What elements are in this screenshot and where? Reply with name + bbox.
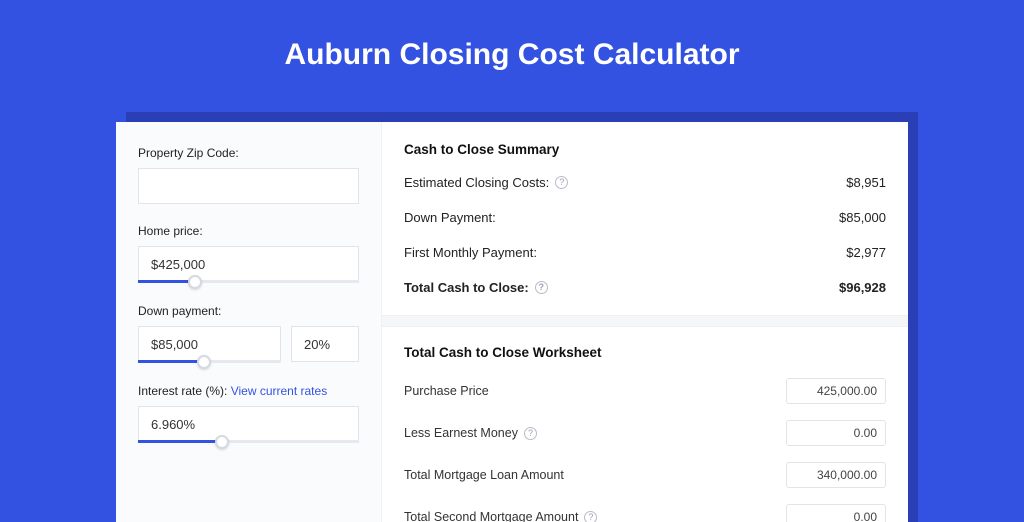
summary-value: $2,977 (846, 245, 886, 260)
home-price-input[interactable] (138, 246, 359, 282)
summary-row-closing-costs: Estimated Closing Costs: ? $8,951 (404, 175, 886, 190)
summary-row-down-payment: Down Payment: $85,000 (404, 210, 886, 225)
down-payment-slider-thumb[interactable] (197, 355, 211, 369)
summary-heading: Cash to Close Summary (404, 142, 886, 157)
interest-rate-slider-thumb[interactable] (215, 435, 229, 449)
worksheet-row-second-mortgage: Total Second Mortgage Amount ? (404, 504, 886, 522)
down-payment-slider-fill (138, 360, 204, 363)
results-panel: Cash to Close Summary Estimated Closing … (382, 122, 908, 522)
inputs-sidebar: Property Zip Code: Home price: Down paym… (116, 122, 382, 522)
interest-rate-slider-fill (138, 440, 222, 443)
worksheet-input-earnest-money[interactable] (786, 420, 886, 446)
interest-rate-label-text: Interest rate (%): (138, 384, 231, 398)
down-payment-label: Down payment: (138, 304, 359, 318)
summary-row-total-cash: Total Cash to Close: ? $96,928 (404, 280, 886, 295)
worksheet-row-earnest-money: Less Earnest Money ? (404, 420, 886, 446)
zip-input[interactable] (138, 168, 359, 204)
summary-value: $96,928 (839, 280, 886, 295)
worksheet-row-purchase-price: Purchase Price (404, 378, 886, 404)
summary-row-first-payment: First Monthly Payment: $2,977 (404, 245, 886, 260)
interest-rate-label: Interest rate (%): View current rates (138, 384, 359, 398)
summary-label: Down Payment: (404, 210, 496, 225)
view-rates-link[interactable]: View current rates (231, 384, 328, 398)
worksheet-input-second-mortgage[interactable] (786, 504, 886, 522)
worksheet-heading: Total Cash to Close Worksheet (404, 345, 886, 360)
help-icon[interactable]: ? (584, 511, 597, 522)
help-icon[interactable]: ? (535, 281, 548, 294)
summary-value: $85,000 (839, 210, 886, 225)
worksheet-label: Purchase Price (404, 384, 489, 398)
down-payment-pct-input[interactable] (291, 326, 359, 362)
worksheet-row-loan-amount: Total Mortgage Loan Amount (404, 462, 886, 488)
home-price-label: Home price: (138, 224, 359, 238)
worksheet-label: Less Earnest Money (404, 426, 518, 440)
home-price-slider-fill (138, 280, 195, 283)
worksheet-input-loan-amount[interactable] (786, 462, 886, 488)
calculator-card: Property Zip Code: Home price: Down paym… (116, 122, 908, 522)
summary-value: $8,951 (846, 175, 886, 190)
help-icon[interactable]: ? (555, 176, 568, 189)
summary-label: Estimated Closing Costs: (404, 175, 549, 190)
summary-label: First Monthly Payment: (404, 245, 537, 260)
worksheet-label: Total Mortgage Loan Amount (404, 468, 564, 482)
help-icon[interactable]: ? (524, 427, 537, 440)
zip-label: Property Zip Code: (138, 146, 359, 160)
interest-rate-input[interactable] (138, 406, 359, 442)
section-divider (382, 315, 908, 327)
page-title: Auburn Closing Cost Calculator (0, 0, 1024, 96)
home-price-slider-thumb[interactable] (188, 275, 202, 289)
summary-label: Total Cash to Close: (404, 280, 529, 295)
worksheet-input-purchase-price[interactable] (786, 378, 886, 404)
